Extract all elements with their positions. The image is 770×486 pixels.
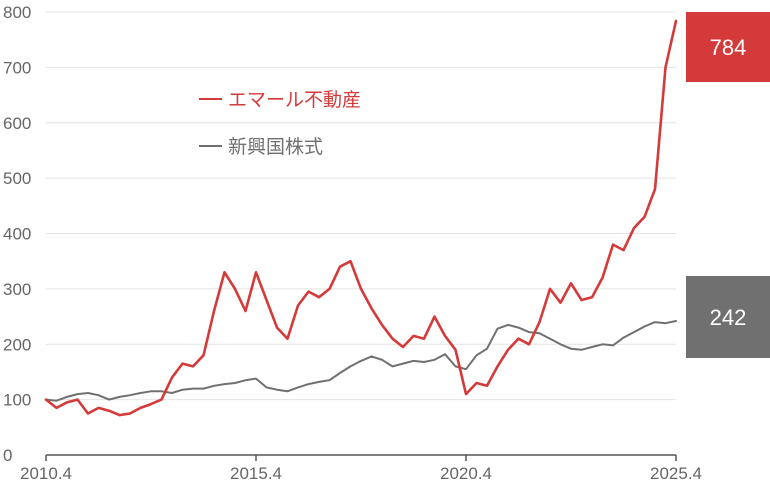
y-tick-label: 400 [3,225,31,244]
x-tick-label: 2025.4 [650,464,702,483]
y-axis: 0 100 200 300 400 500 600 700 800 [3,3,31,465]
end-value-label-1: 784 [710,35,747,60]
end-value-badge-1 [686,12,770,82]
x-tick-label: 2020.4 [440,464,492,483]
legend-label-1: エマール不動産 [228,89,361,111]
y-tick-label: 600 [3,114,31,133]
y-tick-label: 700 [3,58,31,77]
series-line-1 [44,19,678,417]
gridlines [46,11,676,401]
x-axis: 2010.4 2015.4 2020.4 2025.4 [20,454,702,483]
legend-label-2: 新興国株式 [228,136,323,158]
y-tick-label: 100 [3,391,31,410]
end-value-badges: 784 242 [686,12,770,358]
end-value-badge-2 [686,276,770,358]
series-line-2 [45,320,677,402]
y-tick-label: 300 [3,280,31,299]
y-tick-label: 500 [3,169,31,188]
y-tick-label: 200 [3,335,31,354]
end-value-label-2: 242 [710,305,747,330]
x-tick-label: 2015.4 [230,464,282,483]
y-tick-label: 0 [3,446,12,465]
x-tick-label: 2010.4 [20,464,72,483]
series-lines [44,19,678,417]
y-tick-label: 800 [3,3,31,22]
